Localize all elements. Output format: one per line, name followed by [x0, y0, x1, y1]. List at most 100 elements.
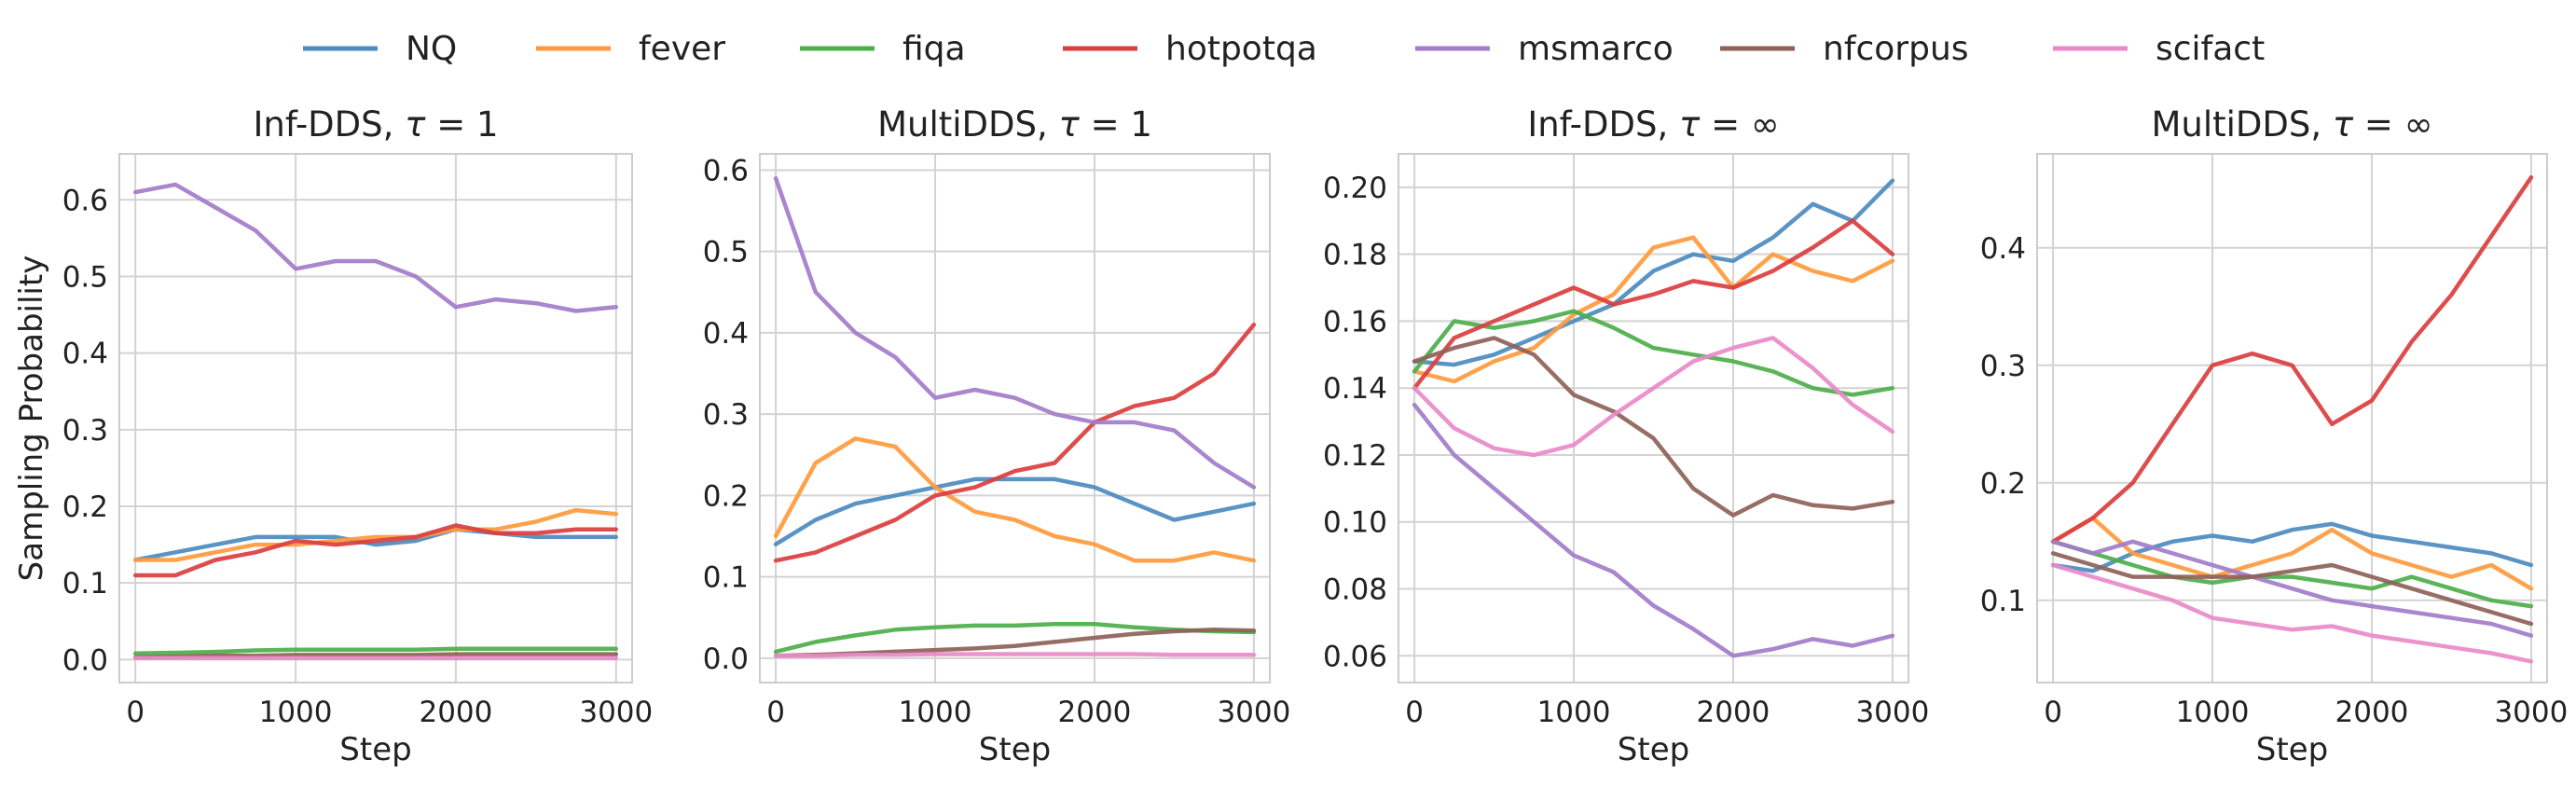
y-tick-label: 0.0: [62, 643, 108, 677]
legend-item-nq: NQ: [303, 30, 457, 68]
x-tick-label: 0: [2044, 696, 2062, 729]
series-line-nfcorpus: [2050, 551, 2534, 627]
series-line-hotpotqa: [2050, 174, 2534, 545]
series-line-fever: [1412, 235, 1895, 384]
series-line-fiqa: [1412, 309, 1895, 397]
plot-frame: [118, 153, 633, 683]
series-line-scifact: [1412, 336, 1895, 458]
y-tick-label: 0.3: [1980, 350, 2026, 383]
x-tick-label: 1000: [259, 696, 333, 729]
series-line-msmarco: [1412, 402, 1895, 658]
series-line-nfcorpus: [773, 628, 1257, 658]
y-tick-label: 0.2: [1980, 467, 2026, 501]
x-tick-label: 2000: [419, 696, 492, 729]
plot-frame: [2036, 153, 2548, 683]
series-line-fever: [132, 507, 619, 562]
y-tick-label: 0.12: [1323, 439, 1387, 473]
plot-frame: [1398, 153, 1909, 683]
legend-label: hotpotqa: [1165, 30, 1317, 68]
x-tick-label: 1000: [899, 696, 972, 729]
legend: NQ fever fiqa hotpotqa msmarco nfcorpus scifac…: [303, 30, 2265, 68]
y-tick-label: 0.16: [1323, 305, 1387, 338]
plot-frame: [759, 153, 1271, 683]
series-line-fiqa: [132, 646, 619, 656]
x-axis-label: Step: [2256, 731, 2328, 768]
x-tick-label: 2000: [2335, 696, 2409, 729]
x-tick-label: 2000: [1697, 696, 1770, 729]
legend-item-hotpotqa: hotpotqa: [1063, 30, 1317, 68]
legend-label: fiqa: [902, 30, 966, 68]
x-axis-label: Step: [1618, 731, 1689, 768]
y-tick-label: 0.18: [1323, 239, 1387, 272]
legend-item-fever: fever: [536, 30, 725, 68]
series-line-fiqa: [2050, 539, 2534, 609]
y-tick-label: 0.10: [1323, 506, 1387, 540]
y-tick-label: 0.0: [703, 642, 749, 676]
legend-label: scifact: [2156, 30, 2265, 68]
series-line-nq: [132, 527, 619, 562]
x-tick-label: 0: [766, 696, 785, 729]
x-tick-label: 1000: [2176, 696, 2250, 729]
y-tick-label: 0.3: [62, 414, 108, 448]
series-line-msmarco: [773, 175, 1257, 490]
y-tick-label: 0.2: [703, 479, 749, 513]
series-line-hotpotqa: [773, 322, 1257, 563]
series-line-msmarco: [2050, 539, 2534, 638]
y-tick-label: 0.14: [1323, 372, 1387, 406]
chart-title: Inf-DDS, τ = 1: [253, 104, 498, 145]
y-tick-label: 0.6: [703, 154, 749, 187]
legend-label: nfcorpus: [1823, 30, 1969, 68]
series-line-nq: [1412, 178, 1895, 367]
y-tick-label: 0.4: [703, 317, 749, 351]
series-line-hotpotqa: [1412, 218, 1895, 391]
series-line-nq: [773, 476, 1257, 546]
y-tick-label: 0.1: [703, 561, 749, 595]
y-tick-label: 0.3: [703, 398, 749, 432]
series-line-hotpotqa: [132, 523, 619, 578]
series-line-msmarco: [132, 182, 619, 313]
series-line-fever: [773, 436, 1257, 563]
y-axis-label: Sampling Probability: [13, 255, 50, 582]
x-tick-label: 0: [1405, 696, 1424, 729]
series-line-scifact: [773, 652, 1257, 658]
x-axis-label: Step: [339, 731, 411, 768]
chart-title: Inf-DDS, τ = ∞: [1527, 104, 1779, 145]
y-tick-label: 0.2: [62, 490, 108, 524]
x-tick-label: 2000: [1058, 696, 1132, 729]
legend-label: msmarco: [1518, 30, 1674, 68]
y-tick-label: 0.08: [1323, 573, 1387, 607]
x-tick-label: 3000: [579, 696, 653, 729]
x-tick-label: 3000: [1855, 696, 1929, 729]
y-tick-label: 0.4: [1980, 232, 2026, 266]
chart-title: MultiDDS, τ = 1: [877, 104, 1152, 145]
series-line-nfcorpus: [132, 652, 619, 660]
legend-item-fiqa: fiqa: [800, 30, 966, 68]
x-tick-label: 3000: [1217, 696, 1290, 729]
y-tick-label: 0.6: [62, 184, 108, 217]
legend-label: NQ: [406, 30, 457, 68]
y-tick-label: 0.4: [62, 338, 108, 371]
chart-panels: 0.0 0.1 0.2 0.3 0.4 0.5 0.6 0 1000 2000 3000 Step In…: [13, 104, 2568, 768]
series-line-scifact: [2050, 562, 2534, 664]
series-line-nfcorpus: [1412, 336, 1895, 518]
legend-item-nfcorpus: nfcorpus: [1720, 30, 1969, 68]
y-tick-label: 0.5: [62, 260, 108, 294]
chart-panel-2: 0.0 0.1 0.2 0.3 0.4 0.5 0.6 0 1000 2000 3000 Step Mu…: [703, 104, 1291, 768]
y-tick-label: 0.1: [1980, 585, 2026, 618]
y-tick-label: 0.5: [703, 236, 749, 269]
legend-item-scifact: scifact: [2053, 30, 2265, 68]
chart-panel-4: 0.1 0.2 0.3 0.4 0 1000 2000 3000 Step MultiDDS, τ…: [1980, 104, 2569, 768]
y-tick-label: 0.20: [1323, 172, 1387, 205]
x-axis-label: Step: [979, 731, 1051, 768]
x-tick-label: 1000: [1537, 696, 1611, 729]
legend-label: fever: [639, 30, 725, 68]
series-line-fever: [2050, 516, 2534, 591]
chart-title: MultiDDS, τ = ∞: [2151, 104, 2432, 145]
x-tick-label: 3000: [2494, 696, 2568, 729]
y-tick-label: 0.06: [1323, 640, 1387, 673]
legend-item-msmarco: msmarco: [1415, 30, 1674, 68]
x-tick-label: 0: [126, 696, 145, 729]
chart-panel-3: 0.06 0.08 0.10 0.12 0.14 0.16 0.18 0.20 0 1000 200…: [1323, 104, 1929, 768]
